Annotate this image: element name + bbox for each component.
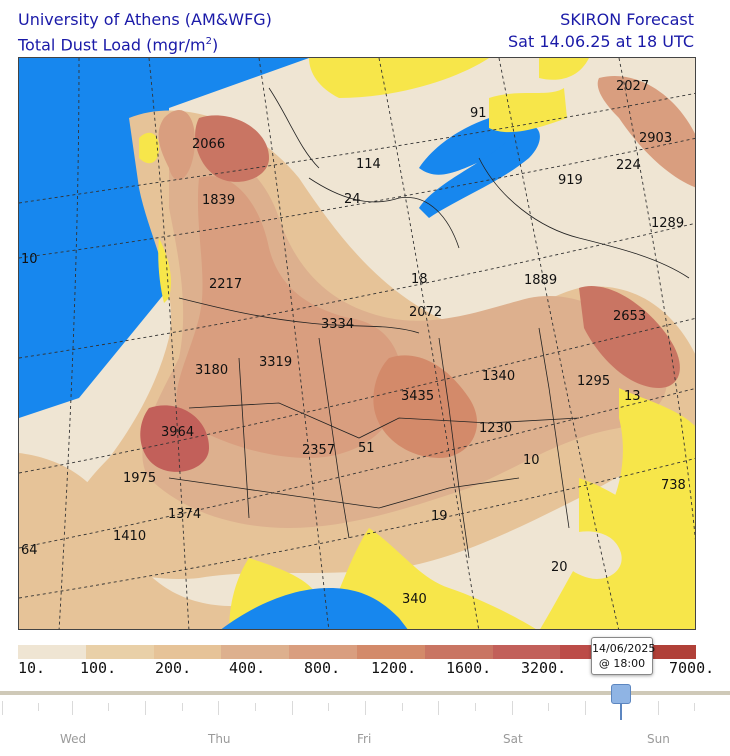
timeline-handle-pin bbox=[620, 704, 622, 720]
tooltip-date: 14/06/2025 bbox=[592, 642, 656, 655]
map-canvas: 2066 1839 2217 3334 2072 3180 3319 3435 … bbox=[19, 58, 695, 629]
colorbar-ticks: 10. 100. 200. 400. 800. 1200. 1600. 3200… bbox=[0, 659, 730, 679]
colorbar-tick: 100. bbox=[80, 659, 117, 677]
map-label: 20 bbox=[551, 560, 568, 575]
model-title: SKIRON Forecast bbox=[560, 10, 694, 29]
colorbar-tick: 3200. bbox=[521, 659, 567, 677]
map-label: 1410 bbox=[113, 529, 146, 544]
map-label: 1975 bbox=[123, 471, 156, 486]
colorbar-bin bbox=[221, 645, 290, 659]
colorbar-tick: 800. bbox=[304, 659, 341, 677]
map-label: 114 bbox=[356, 157, 381, 172]
map-label: 19 bbox=[431, 509, 448, 524]
map-label: 224 bbox=[616, 158, 641, 173]
timeline-track[interactable] bbox=[0, 691, 730, 695]
map-header-right: SKIRON Forecast Sat 14.06.25 at 18 UTC bbox=[508, 9, 694, 53]
map-label: 1340 bbox=[482, 369, 515, 384]
map-header-left: University of Athens (AM&WFG) Total Dust… bbox=[18, 9, 272, 56]
timeline-tooltip: 14/06/2025 @ 18:00 bbox=[591, 637, 656, 675]
map-label: 2653 bbox=[613, 309, 646, 324]
dust-load-map: 2066 1839 2217 3334 2072 3180 3319 3435 … bbox=[18, 57, 696, 630]
map-label: 340 bbox=[402, 592, 427, 607]
country-borders bbox=[168, 87, 690, 559]
map-label: 91 bbox=[470, 106, 487, 121]
map-label: 2066 bbox=[192, 137, 225, 152]
map-label: 64 bbox=[21, 543, 38, 558]
map-label: 10 bbox=[523, 453, 540, 468]
map-label: 3334 bbox=[321, 317, 354, 332]
timeline-slider-handle[interactable] bbox=[611, 684, 631, 704]
map-label: 10 bbox=[21, 252, 38, 267]
map-label: 51 bbox=[358, 441, 375, 456]
map-label: 3964 bbox=[161, 425, 194, 440]
map-label: 3435 bbox=[401, 389, 434, 404]
colorbar-tick: 1200. bbox=[371, 659, 417, 677]
map-label: 2072 bbox=[409, 305, 442, 320]
valid-time: Sat 14.06.25 at 18 UTC bbox=[508, 32, 694, 51]
map-label: 24 bbox=[344, 192, 361, 207]
map-label: 1839 bbox=[202, 193, 235, 208]
colorbar-bin bbox=[492, 645, 561, 659]
colorbar-bin bbox=[153, 645, 222, 659]
map-label: 1374 bbox=[168, 507, 201, 522]
colorbar-bin bbox=[424, 645, 493, 659]
timeline-day-label[interactable]: Fri bbox=[357, 732, 372, 746]
map-label: 3319 bbox=[259, 355, 292, 370]
colorbar-tick: 7000. bbox=[669, 659, 715, 677]
tooltip-time: @ 18:00 bbox=[598, 657, 646, 670]
map-label: 2217 bbox=[209, 277, 242, 292]
map-label: 2357 bbox=[302, 443, 335, 458]
colorbar-bin bbox=[85, 645, 154, 659]
institution-title: University of Athens (AM&WFG) bbox=[18, 10, 272, 29]
colorbar-tick: 200. bbox=[155, 659, 192, 677]
graticule-lines bbox=[19, 58, 695, 629]
variable-title: Total Dust Load (mgr/m2) bbox=[18, 35, 219, 55]
timeline-day-label[interactable]: Sat bbox=[503, 732, 523, 746]
map-label: 3180 bbox=[195, 363, 228, 378]
map-label: 2027 bbox=[616, 79, 649, 94]
colorbar-bin bbox=[356, 645, 425, 659]
colorbar-bin bbox=[18, 645, 86, 659]
colorbar-tick: 400. bbox=[229, 659, 266, 677]
map-label: 2903 bbox=[639, 131, 672, 146]
colorbar-bin bbox=[289, 645, 357, 659]
colorbar-tick: 1600. bbox=[446, 659, 492, 677]
map-label: 919 bbox=[558, 173, 583, 188]
map-label: 1889 bbox=[524, 273, 557, 288]
no-dust-area bbox=[309, 58, 489, 98]
map-label: 1289 bbox=[651, 216, 684, 231]
map-label: 13 bbox=[624, 389, 641, 404]
map-label: 1295 bbox=[577, 374, 610, 389]
map-label: 1230 bbox=[479, 421, 512, 436]
timeline-day-label[interactable]: Sun bbox=[647, 732, 670, 746]
timeline-day-label[interactable]: Wed bbox=[60, 732, 87, 746]
map-label: 18 bbox=[411, 272, 428, 287]
timeline-day-label[interactable]: Thu bbox=[208, 732, 231, 746]
map-label: 738 bbox=[661, 478, 686, 493]
colorbar-tick: 10. bbox=[18, 659, 46, 677]
dust-value-labels: 2066 1839 2217 3334 2072 3180 3319 3435 … bbox=[21, 79, 686, 607]
